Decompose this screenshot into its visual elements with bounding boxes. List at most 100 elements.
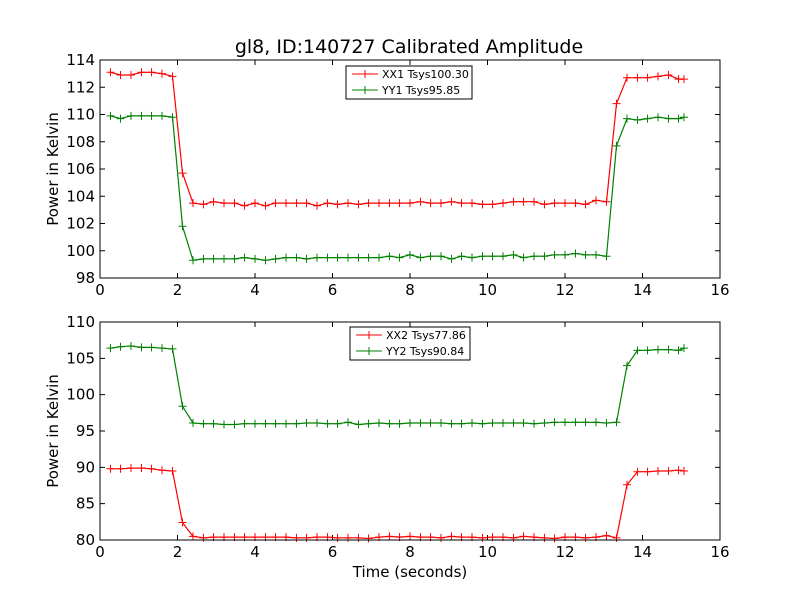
bottom-series-0-point [550, 534, 559, 543]
bottom-y-tick-label: 100 [66, 386, 95, 404]
bottom-series-1-point [406, 419, 414, 428]
top-series-0-point [488, 200, 497, 209]
bottom-series-1-point [664, 345, 673, 354]
bottom-series-1-point [271, 419, 280, 428]
bottom-series-1-point [199, 419, 208, 428]
bottom-series-1-point [679, 344, 688, 353]
top-series-1-point [313, 253, 321, 262]
bottom-series-0-point [406, 532, 414, 541]
bottom-series-0-point [654, 466, 662, 475]
bottom-series-0-point [137, 464, 146, 473]
top-series-1-point [468, 253, 476, 262]
top-series-1-point [664, 114, 673, 123]
top-legend-label-yy1: YY1 Tsys95.85 [381, 84, 460, 97]
bottom-series-1-point [116, 342, 125, 351]
top-series-1-point [168, 113, 177, 122]
top-series-0-point [292, 199, 301, 208]
top-series-0-point [679, 75, 688, 84]
bottom-series-0-point [664, 466, 673, 475]
top-y-tick-label: 110 [66, 106, 95, 124]
bottom-series-1-point [354, 420, 363, 429]
bottom-series-1-point [499, 419, 507, 428]
bottom-series-1-point [282, 419, 290, 428]
bottom-series-1-point [106, 344, 115, 353]
top-series-0-point [230, 199, 239, 208]
top-series-0-point [571, 199, 580, 208]
bottom-series-1-point [178, 402, 187, 411]
top-series-0-point [468, 199, 476, 208]
bottom-series-1-point [592, 418, 600, 427]
top-series-0-point [561, 199, 569, 208]
bottom-legend-entry-yy2: YY2 Tsys90.84 [356, 345, 464, 358]
top-series-1-point [323, 253, 332, 262]
top-series-0-point [323, 199, 332, 208]
top-series-1-point [488, 252, 497, 261]
top-series-0-point [333, 200, 342, 209]
top-series-1-point [654, 113, 662, 122]
top-series-1-point [230, 254, 239, 263]
top-series-0-point [478, 200, 487, 209]
top-legend: XX1 Tsys100.30 YY1 Tsys95.85 [345, 65, 473, 100]
top-series-0-point [581, 200, 590, 209]
top-series-0-point [447, 197, 456, 206]
bottom-legend-marker-xx2 [365, 331, 373, 339]
top-series-0-point [251, 199, 259, 208]
bottom-y-tick-label: 110 [66, 313, 95, 331]
bottom-y-axis-label: Power in Kelvin [44, 374, 62, 488]
top-series-0-point [168, 72, 177, 81]
top-tick-group: 0 2 4 6 8 10 12 14 16 98 100 102 104 106 108 110 112 114 [66, 51, 729, 299]
bottom-series-0-point [364, 534, 373, 543]
top-series-1-point [199, 254, 208, 263]
top-series-0-point [127, 70, 135, 79]
top-series-1-point [251, 254, 259, 263]
top-series-1-point [302, 254, 311, 263]
bottom-x-tick-label: 14 [633, 543, 652, 561]
bottom-legend-label-xx2: XX2 Tsys77.86 [386, 329, 466, 342]
top-y-tick-label: 100 [66, 242, 95, 260]
bottom-series-1-point [127, 341, 135, 350]
bottom-series-0-point [189, 532, 197, 541]
top-series-1-point [333, 253, 342, 262]
top-x-tick-label: 16 [710, 281, 729, 299]
top-series-1-point [447, 254, 456, 263]
bottom-series-0-point [679, 466, 688, 475]
top-series-1-point [581, 250, 590, 259]
bottom-series-0-point [106, 464, 115, 473]
top-series-1-point [209, 254, 218, 263]
bottom-series-1-point [468, 419, 476, 428]
top-series-0-point [344, 199, 352, 208]
bottom-series-group [106, 341, 688, 543]
bottom-series-1-point [251, 419, 259, 428]
bottom-series-1-point [612, 418, 621, 427]
bottom-series-0-point [602, 531, 611, 540]
top-y-tick-label: 108 [66, 133, 95, 151]
top-y-axis-label: Power in Kelvin [44, 112, 62, 226]
top-series-1-point [643, 114, 652, 123]
bottom-series-1-point [488, 419, 497, 428]
bottom-y-tick-label: 80 [76, 531, 95, 549]
bottom-series-0-point [158, 466, 166, 475]
top-series-1-point [137, 111, 146, 120]
bottom-series-1-point [571, 418, 580, 427]
top-series-1-point [571, 249, 580, 258]
top-series-0-point [158, 69, 166, 78]
bottom-series-1-point [633, 346, 642, 355]
top-series-0-point [550, 199, 559, 208]
bottom-series-1-point [426, 419, 435, 428]
top-series-1-point [271, 254, 280, 263]
bottom-series-0-point [674, 466, 683, 475]
top-series-0-point [519, 197, 528, 206]
bottom-x-tick-label: 12 [555, 543, 574, 561]
top-series-1-point [679, 113, 688, 122]
top-x-tick-label: 0 [95, 281, 105, 299]
top-series-1-point [478, 252, 487, 261]
top-series-1-point [261, 256, 270, 265]
top-plot-panel: 0 2 4 6 8 10 12 14 1698100102104106108110112114 … [44, 51, 730, 299]
top-series-0-point [530, 197, 538, 206]
bottom-series-0-point [633, 467, 642, 476]
top-series-1-point [602, 252, 611, 261]
top-y-tick-label: 106 [66, 160, 95, 178]
bottom-series-1-point [209, 419, 218, 428]
top-series-0-point [499, 199, 507, 208]
